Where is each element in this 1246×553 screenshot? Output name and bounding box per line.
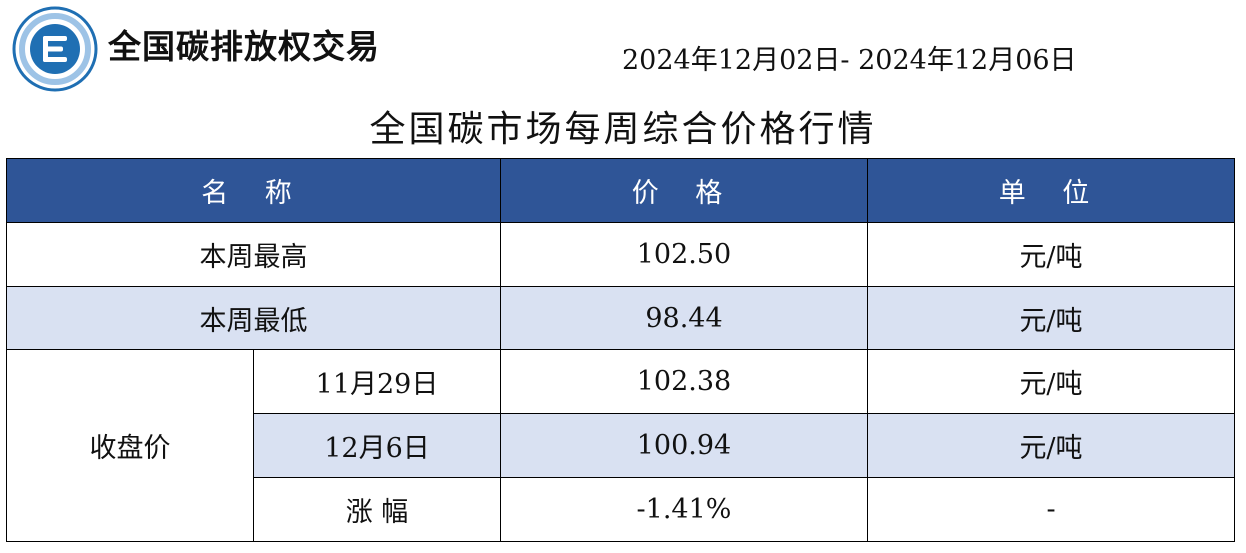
table-header-row: 名 称 价 格 单 位 <box>6 158 1235 223</box>
change-label: 涨 幅 <box>253 477 501 542</box>
row-unit: 元/吨 <box>867 285 1235 351</box>
table-row: 12月6日 100.94 元/吨 <box>7 413 1235 479</box>
price-table: 名 称 价 格 单 位 本周最高 102.50 元/吨 本周最低 98.44 元… <box>6 158 1235 542</box>
row-price: 98.44 <box>500 285 868 351</box>
row-unit: 元/吨 <box>867 221 1235 287</box>
row-price: 102.50 <box>500 221 868 287</box>
e-circle-logo-icon <box>12 6 98 92</box>
closing-unit: 元/吨 <box>867 349 1235 415</box>
change-value: -1.41% <box>500 477 868 542</box>
closing-price-label: 收盘价 <box>6 349 254 542</box>
row-name: 本周最高 <box>6 221 501 287</box>
closing-price: 102.38 <box>500 349 868 415</box>
row-name: 本周最低 <box>6 285 501 351</box>
closing-price: 100.94 <box>500 413 868 479</box>
date-range: 2024年12月02日- 2024年12月06日 <box>622 45 1077 76</box>
column-header-price: 价 格 <box>500 158 868 223</box>
brand-name: 全国碳排放权交易 <box>108 27 380 66</box>
table-row: 本周最低 98.44 元/吨 <box>6 285 1235 351</box>
table-row: 涨 幅 -1.41% - <box>7 477 1235 542</box>
table-row: 收盘价 11月29日 102.38 元/吨 <box>6 349 1235 542</box>
change-unit: - <box>867 477 1235 542</box>
closing-date: 12月6日 <box>253 413 501 479</box>
column-header-name: 名 称 <box>6 158 501 223</box>
table-row: 本周最高 102.50 元/吨 <box>6 221 1235 287</box>
page-title: 全国碳市场每周综合价格行情 <box>369 109 877 150</box>
column-header-unit: 单 位 <box>867 158 1235 223</box>
closing-date: 11月29日 <box>253 349 501 415</box>
closing-unit: 元/吨 <box>867 413 1235 479</box>
